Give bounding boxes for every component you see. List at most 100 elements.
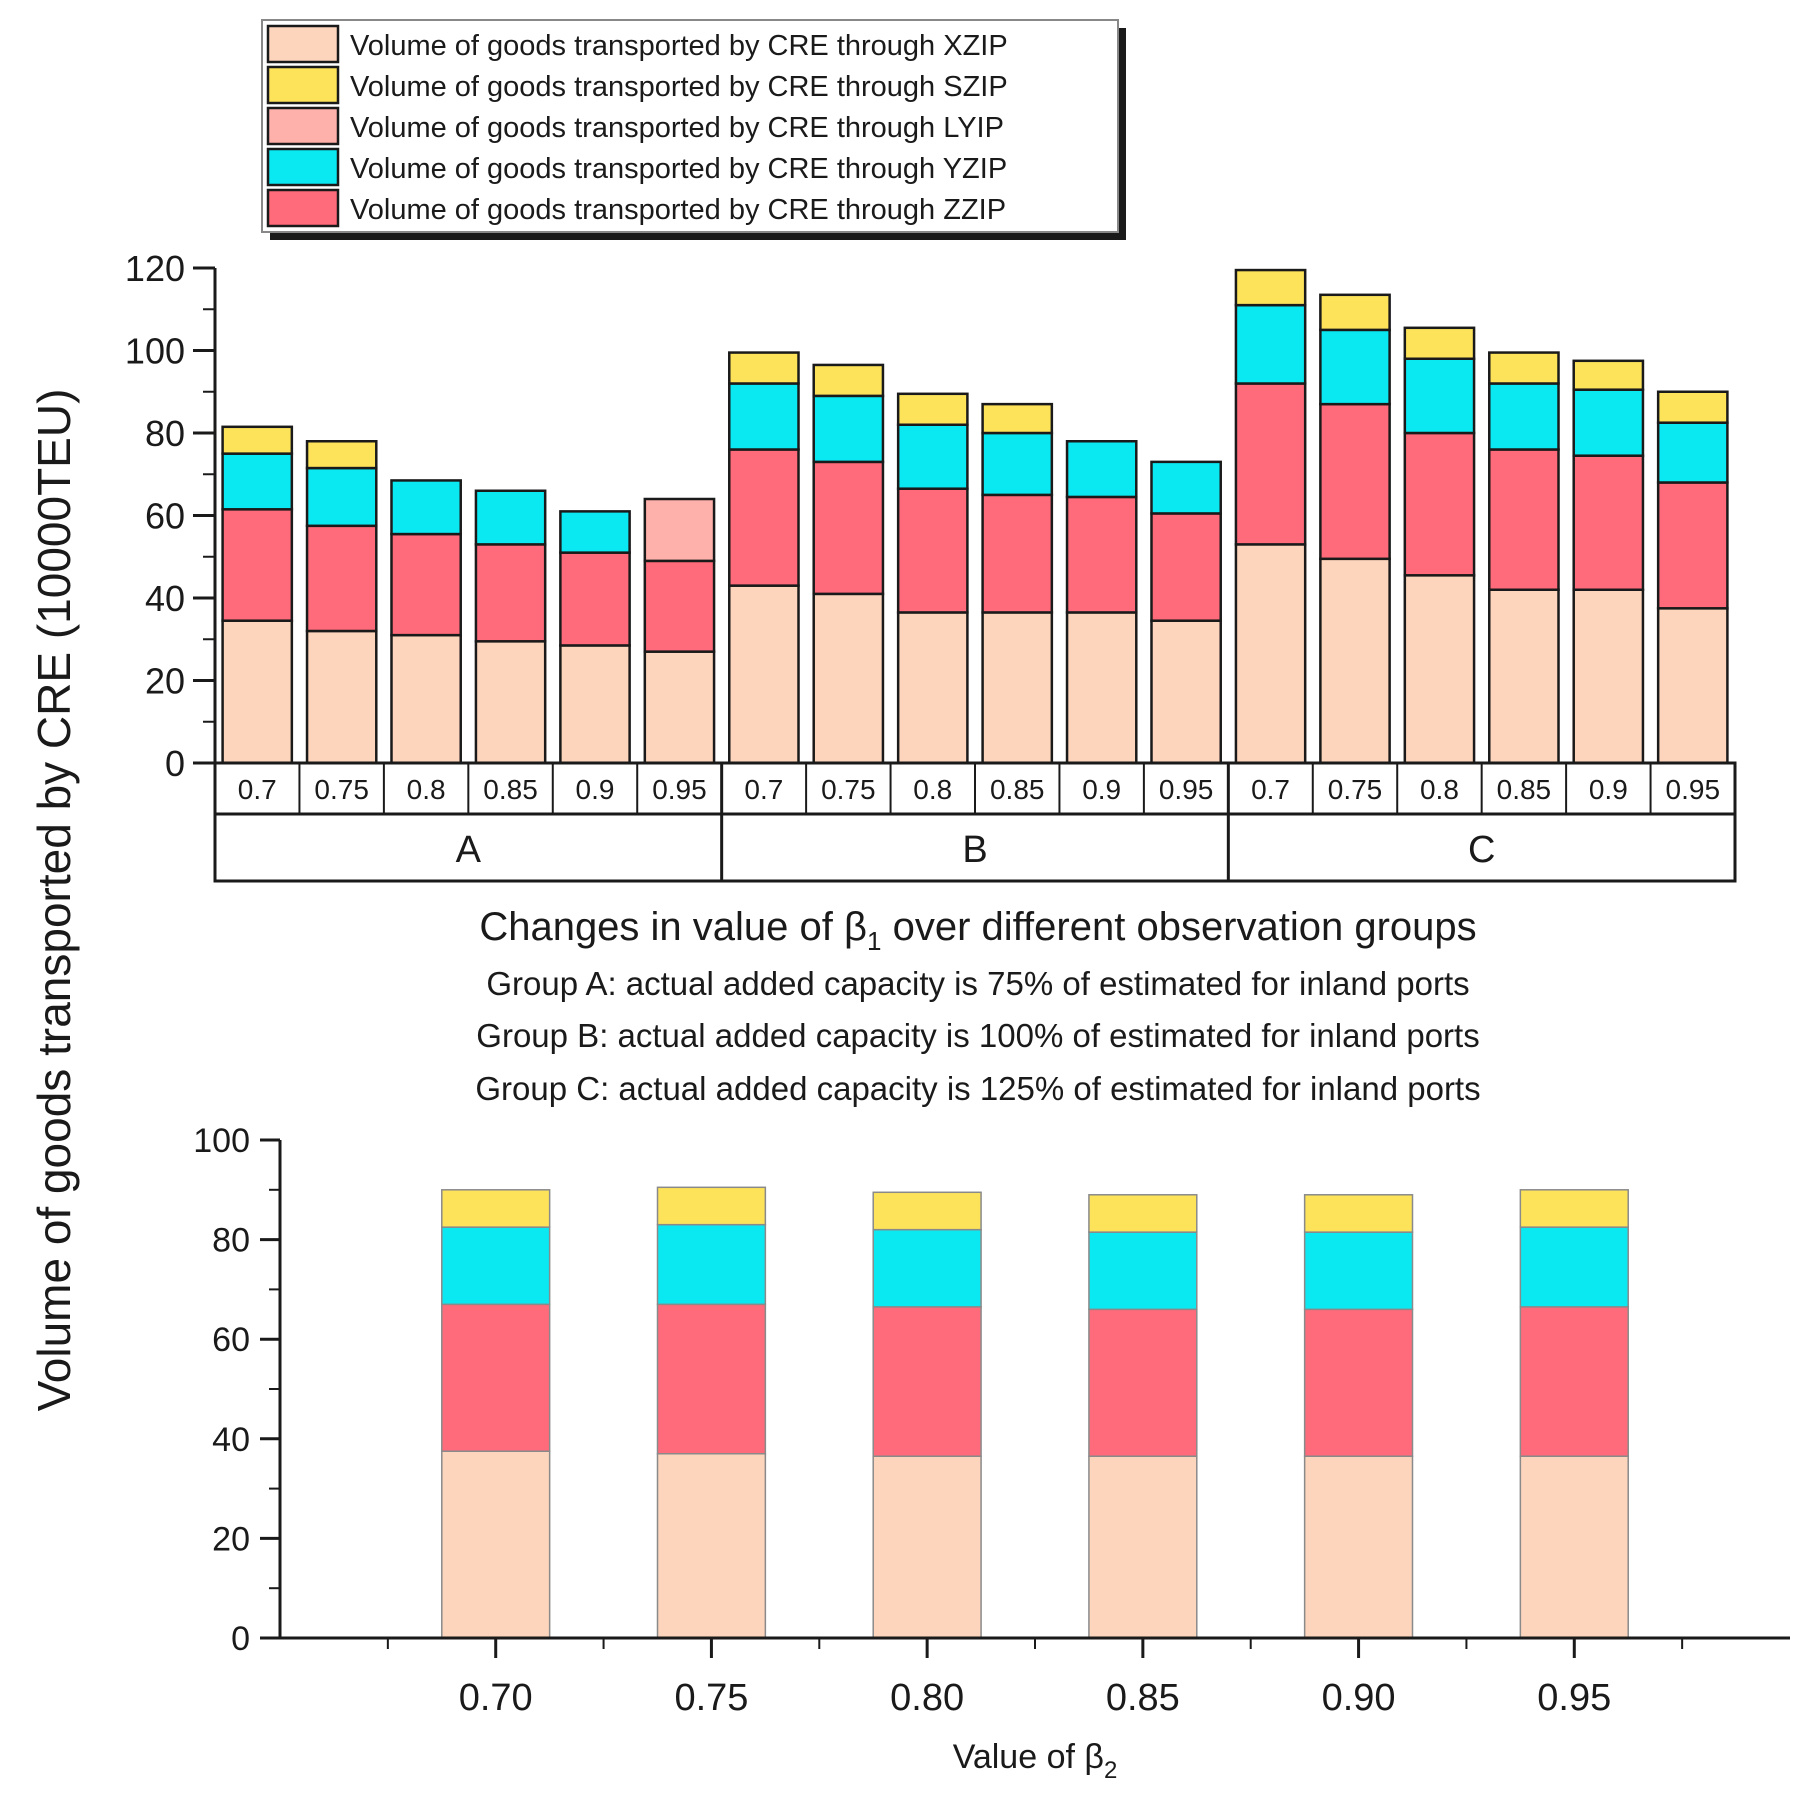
top-bar-segment-zzip [643, 559, 716, 653]
top-xtick-label: 0.9 [1082, 774, 1121, 805]
legend-label-lyip: Volume of goods transported by CRE throu… [350, 112, 1004, 144]
top-bar-segment-xzip [390, 633, 462, 765]
top-bar-segment-yzip [305, 466, 378, 528]
bottom-x-axis-title: Value of β2 [953, 1738, 1118, 1784]
note-group-c: Group C: actual added capacity is 125% o… [475, 1070, 1480, 1107]
top-bar-segment-szip [896, 392, 969, 426]
top-bar-segment-xzip [643, 650, 716, 765]
bottom-bar-segment-xzip [1088, 1455, 1198, 1639]
bottom-bar-segment-szip [441, 1189, 551, 1228]
legend-swatch-zzip [266, 188, 340, 228]
legend-swatch-lyip [266, 106, 340, 146]
top-xtick-label: 0.8 [407, 774, 446, 805]
top-bar-segment-szip [1656, 390, 1729, 424]
top-xtick-label: 0.85 [990, 774, 1045, 805]
top-bar-segment-yzip [1656, 421, 1729, 484]
top-xtick-label: 0.95 [652, 774, 707, 805]
bottom-bar-0.75 [656, 1186, 767, 1639]
top-bar-segment-szip [728, 351, 800, 385]
top-xtick-label: 0.8 [913, 774, 952, 805]
top-bar-segment-yzip [812, 394, 885, 464]
top-bar-segment-xzip [1319, 557, 1391, 765]
top-bar-segment-zzip [812, 460, 885, 596]
bottom-xlabel-main: Value of β [953, 1738, 1104, 1776]
top-bar-segment-yzip [1403, 357, 1476, 435]
top-xtick-label: 0.9 [1589, 774, 1628, 805]
bottom-ytick-label-0: 0 [231, 1620, 250, 1658]
bottom-bar-segment-xzip [656, 1452, 767, 1639]
legend-label-yzip: Volume of goods transported by CRE throu… [350, 153, 1007, 185]
top-xtick-label: 0.85 [483, 774, 538, 805]
top-bar-b-0.85 [981, 402, 1054, 765]
legend-swatch-xzip [266, 24, 340, 64]
top-ytick-label-100: 100 [125, 331, 185, 372]
legend-box [261, 19, 1119, 233]
top-bar-segment-zzip [1403, 431, 1476, 577]
bottom-xlabel-sub: 2 [1104, 1757, 1117, 1784]
top-bar-c-0.75 [1319, 293, 1391, 765]
top-xtick-label: 0.9 [576, 774, 615, 805]
top-xtick-label: 0.75 [314, 774, 369, 805]
legend-label-szip: Volume of goods transported by CRE throu… [350, 71, 1008, 103]
svg-text:Value of β2: Value of β2 [953, 1738, 1118, 1784]
bottom-xtick-label-0.75: 0.75 [674, 1677, 748, 1719]
top-bar-segment-yzip [728, 382, 800, 451]
top-group-label-a: A [456, 829, 482, 871]
bottom-bar-segment-zzip [872, 1306, 982, 1457]
bottom-xtick-label-0.90: 0.90 [1322, 1677, 1396, 1719]
top-bar-segment-zzip [221, 508, 294, 622]
top-bar-segment-xzip [1488, 588, 1560, 765]
top-bar-segment-zzip [896, 487, 969, 614]
top-ytick-label-0: 0 [165, 743, 185, 784]
bottom-bar-segment-zzip [656, 1303, 767, 1455]
bottom-bar-segment-szip [656, 1186, 767, 1226]
top-bar-c-0.95 [1656, 390, 1729, 765]
top-bar-b-0.75 [812, 363, 885, 765]
y-axis-label: Volume of goods transported by CRE (1000… [28, 389, 80, 1412]
top-group-label-b: B [962, 829, 987, 871]
top-bar-segment-yzip [1319, 328, 1391, 406]
top-xlabel-main: Changes in value of β [479, 905, 867, 949]
bottom-bar-segment-xzip [441, 1450, 551, 1639]
bottom-bar-0.95 [1519, 1189, 1629, 1639]
top-bar-a-0.95 [643, 497, 716, 765]
top-group-label-c: C [1468, 829, 1495, 871]
top-xtick-label: 0.7 [238, 774, 277, 805]
top-bar-segment-yzip [896, 423, 969, 490]
bottom-chart: 0 20 40 60 80 100 0.70 0.75 0.80 0.85 0.90 0.95 Va… [193, 1122, 1790, 1784]
top-xtick-label: 0.95 [1159, 774, 1214, 805]
top-bar-segment-xzip [981, 611, 1054, 765]
top-bar-segment-szip [221, 425, 294, 455]
top-bar-segment-yzip [559, 510, 631, 554]
top-bar-segment-szip [305, 440, 378, 470]
top-xtick-label: 0.95 [1666, 774, 1721, 805]
top-bar-a-0.9 [559, 510, 631, 765]
top-bar-segment-xzip [1150, 619, 1222, 765]
bottom-bar-segment-xzip [872, 1455, 982, 1639]
bottom-xtick-label-0.85: 0.85 [1106, 1677, 1180, 1719]
top-bar-segment-xzip [1572, 588, 1645, 765]
top-bar-segment-szip [981, 402, 1054, 435]
bottom-bar-segment-xzip [1519, 1455, 1629, 1639]
bottom-bar-segment-szip [872, 1191, 982, 1231]
top-x-axis-title: Changes in value of β1 over different ob… [479, 905, 1476, 956]
bottom-ytick-label-20: 20 [212, 1520, 250, 1558]
top-xtick-label: 0.7 [744, 774, 783, 805]
top-bar-segment-zzip [1656, 481, 1729, 610]
top-bar-segment-szip [1319, 293, 1391, 332]
bottom-bar-segment-yzip [872, 1228, 982, 1308]
top-ytick-label-120: 120 [125, 248, 185, 289]
top-bar-segment-xzip [559, 644, 631, 765]
top-bar-segment-yzip [1150, 460, 1222, 515]
bottom-bar-0.70 [441, 1189, 551, 1639]
bottom-bar-segment-szip [1088, 1194, 1198, 1233]
bottom-bar-segment-szip [1519, 1189, 1629, 1228]
top-bar-segment-lyip [643, 497, 716, 563]
top-bar-segment-xzip [305, 629, 378, 765]
top-bar-segment-yzip [221, 452, 294, 511]
top-bar-segment-szip [1488, 351, 1560, 385]
bottom-bar-segment-yzip [1088, 1231, 1198, 1311]
top-bar-segment-xzip [896, 611, 969, 765]
top-bar-c-0.9 [1572, 359, 1645, 765]
